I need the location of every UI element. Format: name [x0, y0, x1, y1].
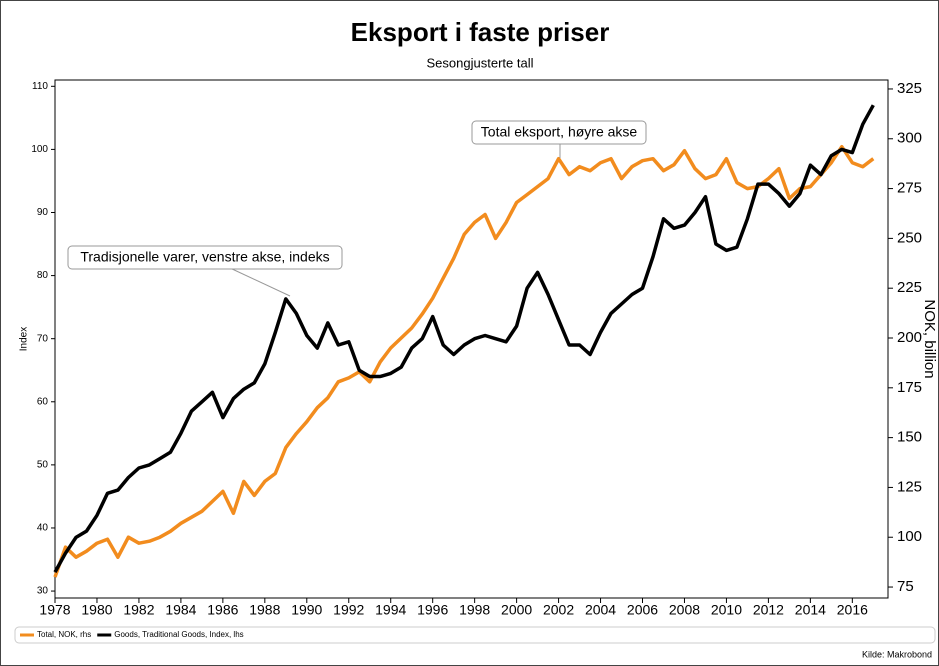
series-line	[53, 144, 875, 578]
x-tick-label: 1980	[81, 602, 112, 618]
y2-tick-label: 75	[897, 578, 914, 595]
y-tick-label: 40	[37, 523, 49, 534]
x-tick-label: 1990	[291, 602, 322, 618]
annotation-text: Tradisjonelle varer, venstre akse, indek…	[80, 249, 329, 265]
y-tick-label: 50	[37, 460, 49, 471]
y-tick-label: 90	[37, 207, 49, 218]
x-tick-label: 2004	[585, 602, 616, 618]
y2-tick-label: 225	[897, 279, 922, 296]
chart-subtitle: Sesongjusterte tall	[427, 55, 534, 70]
y2-tick-label: 275	[897, 180, 922, 197]
x-tick-label: 1998	[459, 602, 490, 618]
x-tick-label: 1992	[333, 602, 364, 618]
y-axis-label: Index	[19, 327, 30, 351]
chart-title: Eksport i faste priser	[351, 17, 610, 47]
series-line	[53, 104, 875, 573]
x-tick-label: 1984	[165, 602, 196, 618]
y-tick-label: 80	[37, 270, 49, 281]
x-tick-label: 2002	[543, 602, 574, 618]
y2-axis-label: NOK, billion	[921, 299, 938, 378]
y2-tick-label: 175	[897, 379, 922, 396]
plot-area: 3040506070809010011075100125150175200225…	[31, 79, 922, 618]
x-tick-label: 1988	[249, 602, 280, 618]
legend-label: Goods, Traditional Goods, Index, lhs	[114, 630, 243, 639]
legend: Total, NOK, rhs Goods, Traditional Goods,…	[20, 630, 244, 639]
y-tick-label: 70	[37, 333, 49, 344]
y2-tick-label: 300	[897, 130, 922, 147]
legend-label: Total, NOK, rhs	[37, 630, 91, 639]
y-tick-label: 110	[32, 81, 48, 92]
y2-tick-label: 150	[897, 429, 922, 446]
y2-tick-label: 200	[897, 329, 922, 346]
source: Kilde: Makrobond	[862, 649, 932, 659]
y-tick-label: 60	[37, 396, 49, 407]
x-tick-label: 1996	[417, 602, 448, 618]
y-tick-label: 30	[37, 586, 49, 597]
annotation-text: Total eksport, høyre akse	[481, 124, 638, 140]
x-tick-label: 2010	[711, 602, 742, 618]
y2-tick-label: 125	[897, 478, 922, 495]
x-tick-label: 2012	[753, 602, 784, 618]
y2-tick-label: 325	[897, 80, 922, 97]
x-tick-label: 1986	[207, 602, 238, 618]
x-tick-label: 2014	[795, 602, 826, 618]
annotation: Total eksport, høyre akse	[471, 120, 647, 158]
legend-box	[14, 626, 936, 644]
x-tick-label: 1978	[39, 602, 70, 618]
annotation: Tradisjonelle varer, venstre akse, indek…	[67, 245, 343, 297]
x-tick-label: 1982	[123, 602, 154, 618]
x-tick-label: 2000	[501, 602, 532, 618]
y2-tick-label: 100	[897, 528, 922, 545]
y-tick-label: 100	[31, 144, 48, 155]
x-tick-label: 2008	[669, 602, 700, 618]
x-tick-label: 1994	[375, 602, 406, 618]
x-tick-label: 2006	[627, 602, 658, 618]
y2-tick-label: 250	[897, 229, 922, 246]
x-tick-label: 2016	[837, 602, 868, 618]
